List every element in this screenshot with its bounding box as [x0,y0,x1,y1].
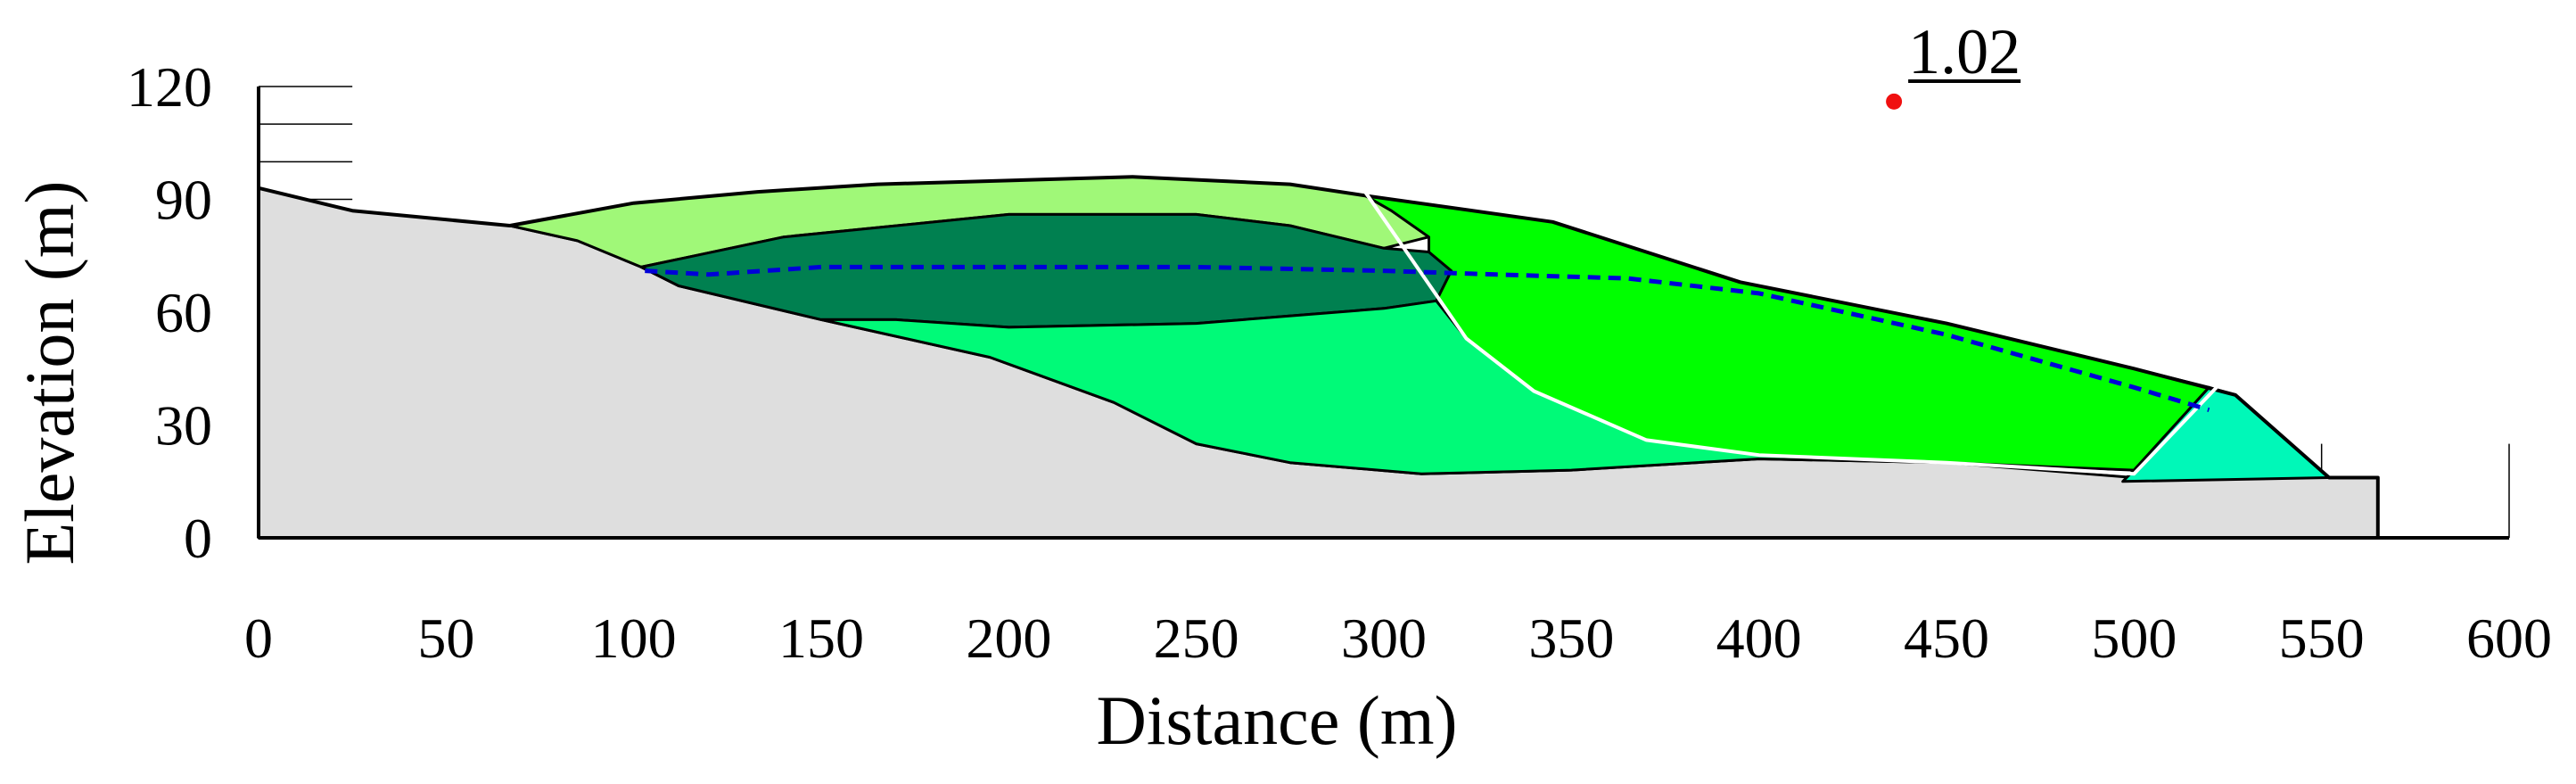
x-tick-label: 550 [2279,607,2365,670]
material-regions [257,175,2380,540]
x-tick-label: 250 [1154,607,1239,670]
slip-surface [1363,190,2218,476]
y-tick-label: 120 [127,55,212,119]
x-tick-label: 500 [2091,607,2177,670]
x-tick-label: 50 [417,607,474,670]
x-tick-label: 300 [1341,607,1427,670]
x-tick-label: 200 [966,607,1051,670]
profile-outline [258,175,2380,538]
factor-of-safety: 1.02 [1886,16,2021,110]
x-tick-label: 400 [1716,607,1802,670]
tick-labels: 0 50 100 150 200 250 300 350 400 450 500 550 600 0 30 6… [127,55,2552,670]
x-tick-label: 450 [1904,607,1989,670]
x-tick-label: 350 [1528,607,1614,670]
x-axis-title: Distance (m) [1096,681,1457,759]
factor-of-safety-label: 1.02 [1908,16,2020,87]
y-tick-label: 60 [155,281,212,344]
y-tick-label: 0 [184,507,212,570]
x-tick-label: 0 [244,607,273,670]
x-tick-label: 100 [591,607,677,670]
x-tick-label: 600 [2466,607,2552,670]
slip-center-point [1886,93,1903,110]
water-table [645,264,2210,412]
x-tick-label: 150 [778,607,864,670]
y-tick-label: 90 [155,169,212,232]
y-tick-label: 30 [155,394,212,458]
profile-lines [258,175,2380,538]
axes [257,87,2509,540]
y-axis-title: Elevation (m) [11,180,88,565]
